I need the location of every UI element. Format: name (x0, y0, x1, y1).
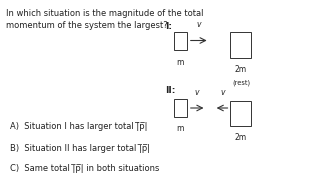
Text: 2m: 2m (235, 65, 247, 74)
Text: m: m (176, 124, 184, 133)
Bar (174, 99, 187, 117)
Text: m: m (176, 58, 184, 67)
Text: 2m: 2m (235, 133, 247, 142)
Text: I:: I: (165, 22, 172, 31)
Text: In which situation is the magnitude of the total
momentum of the system the larg: In which situation is the magnitude of t… (6, 9, 204, 30)
Text: v: v (196, 20, 201, 29)
Text: v: v (194, 88, 199, 97)
Text: II:: II: (165, 86, 175, 95)
Text: C)  Same total |̅p̅| in both situations: C) Same total |̅p̅| in both situations (10, 164, 159, 173)
Bar (174, 32, 187, 50)
Text: A)  Situation I has larger total |̅p̅|: A) Situation I has larger total |̅p̅| (10, 122, 147, 131)
Bar (230, 101, 251, 126)
Text: (rest): (rest) (232, 79, 250, 86)
Bar (230, 32, 251, 58)
Text: v: v (220, 88, 225, 97)
Text: B)  Situation II has larger total |̅p̅|: B) Situation II has larger total |̅p̅| (10, 144, 150, 153)
